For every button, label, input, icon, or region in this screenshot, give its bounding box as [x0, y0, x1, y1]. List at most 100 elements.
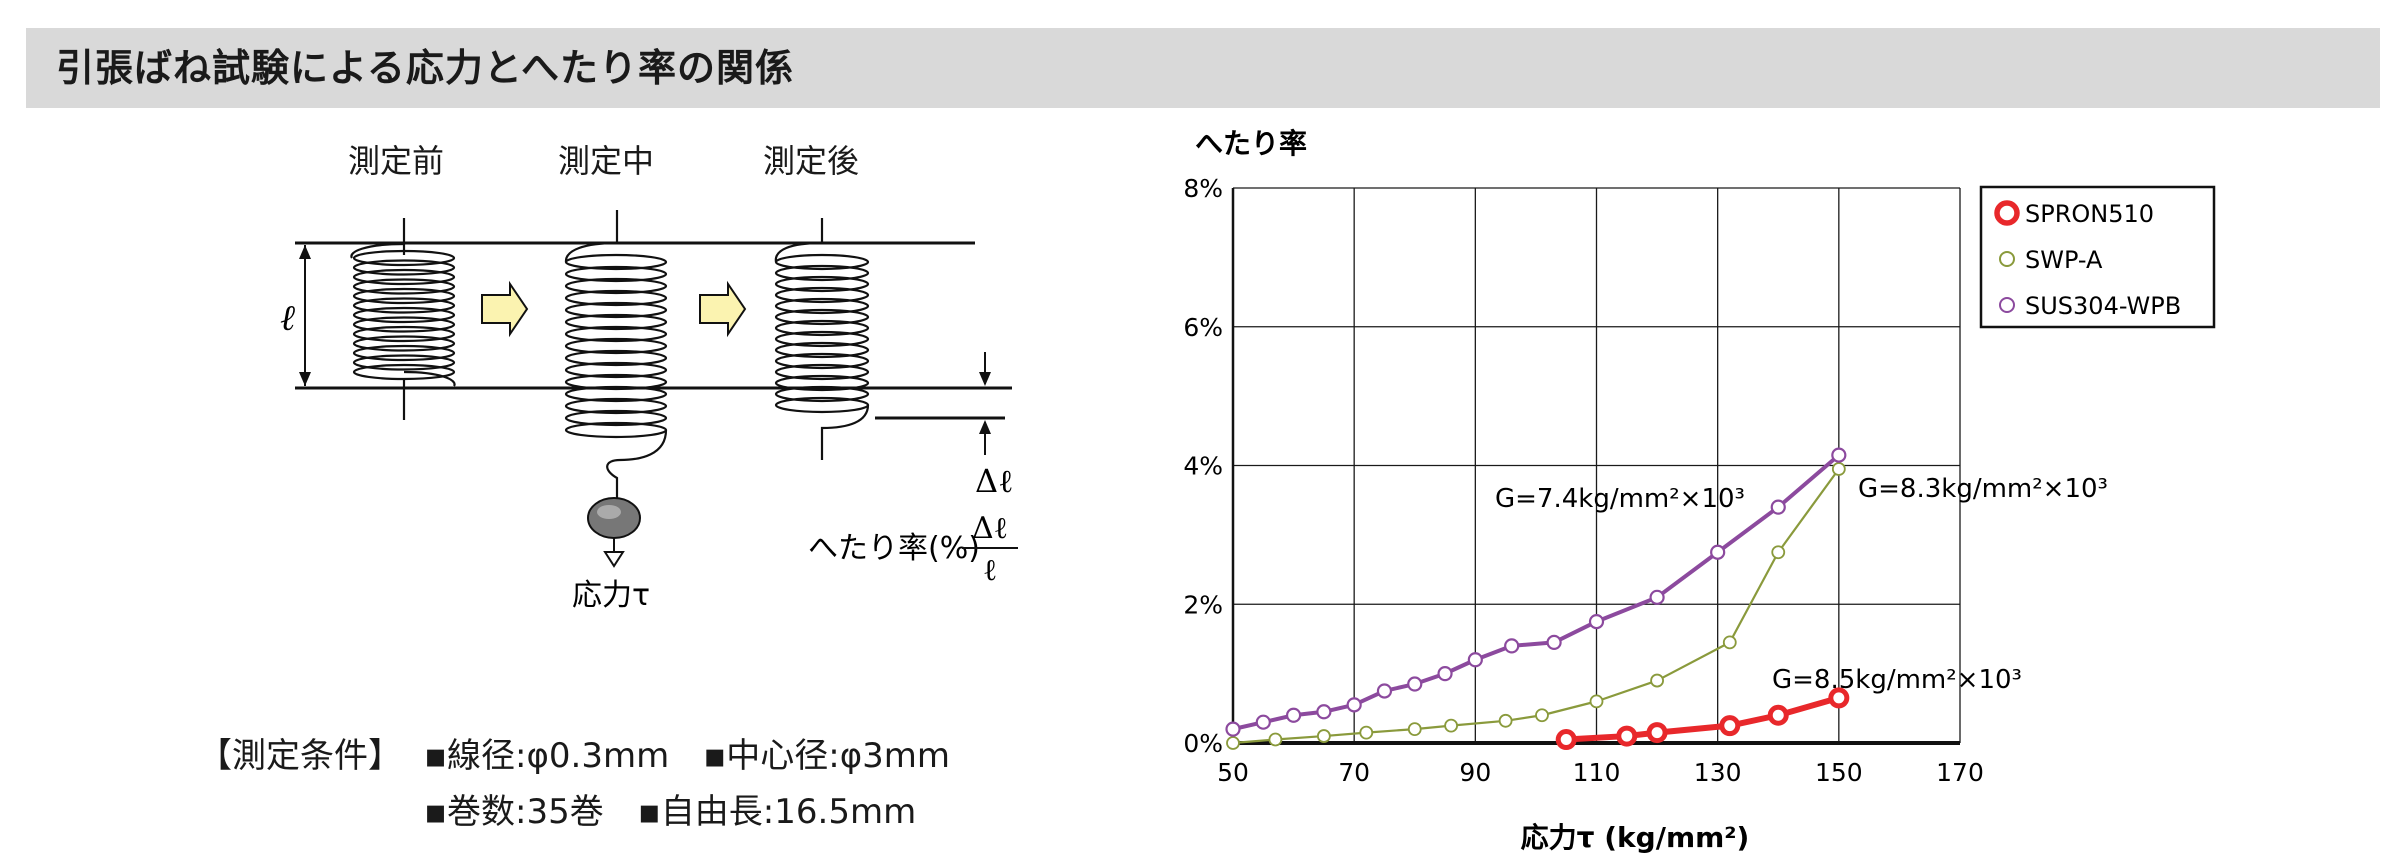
coil-loop [352, 249, 456, 267]
data-point-sus304-wpb [1225, 721, 1241, 737]
data-point-sus304-wpb [1831, 447, 1847, 463]
data-point-sus304-wpb [1346, 697, 1362, 713]
data-point-swp-a [1771, 545, 1786, 560]
coil-loop [352, 335, 456, 352]
y-tick-label: 4% [1183, 452, 1223, 481]
y-tick-label: 8% [1183, 174, 1223, 203]
coil-loop [774, 264, 870, 282]
coil-loop [564, 301, 668, 319]
coil-loop [564, 265, 668, 283]
coil-loop [352, 325, 456, 343]
data-point-sus304-wpb [1407, 676, 1423, 692]
data-point-swp-a [1359, 725, 1374, 740]
x-tick-label: 170 [1936, 758, 1984, 787]
formula-prefix: へたり率(%) [808, 531, 980, 566]
data-point-swp-a [1316, 729, 1331, 743]
data-point-sus304-wpb [1255, 714, 1271, 730]
chart-legend: SPRON510 SWP-A SUS304-WPB [1979, 185, 2216, 329]
coil-loop [774, 286, 870, 304]
data-point-sus304-wpb [1546, 634, 1562, 651]
data-point-swp-a [1268, 732, 1283, 747]
x-tick-label: 90 [1459, 758, 1491, 787]
delta-label: Δℓ [975, 462, 1013, 500]
x-tick-label: 50 [1217, 758, 1249, 787]
coil-loop [774, 363, 870, 381]
data-point-sus304-wpb [1376, 683, 1393, 699]
conditions-line-2: ▪巻数:35巻 ▪自由長:16.5mm [424, 792, 917, 832]
data-point-swp-a [1498, 713, 1513, 728]
arrow-right-icon [481, 280, 529, 338]
annotation-sus304: G=7.4kg/mm²×10³ [1495, 484, 1745, 514]
data-point-spron510 [1646, 722, 1668, 744]
coil-loop [352, 278, 456, 295]
data-point-sus304-wpb [1316, 704, 1332, 720]
coil-loop [352, 297, 456, 314]
coil-loop [352, 268, 456, 286]
y-axis-label: へたり率 [1195, 127, 1307, 160]
coil-loop [564, 325, 668, 343]
coil-loop [774, 330, 870, 348]
y-tick-label: 2% [1183, 590, 1223, 619]
arrow-down-icon [299, 372, 311, 386]
coil-loop [352, 306, 456, 324]
data-point-sus304-wpb [1588, 613, 1605, 630]
coil-loop [774, 275, 870, 293]
legend-marker [1999, 251, 2015, 267]
data-point-swp-a [1444, 718, 1459, 733]
data-point-sus304-wpb [1649, 589, 1665, 605]
data-point-swp-a [1535, 708, 1549, 723]
data-point-sus304-wpb [1504, 638, 1520, 654]
x-tick-label: 130 [1694, 758, 1742, 787]
legend-label: SWP-A [2025, 246, 2103, 274]
coil-loop [564, 373, 668, 391]
legend-label: SPRON510 [2025, 200, 2154, 228]
coil-loop [564, 409, 668, 427]
spring-during-coils [564, 253, 668, 439]
coil-loop [352, 354, 456, 371]
page-title: 引張ばね試験による応力とへたり率の関係 [56, 46, 794, 90]
data-point-spron510 [1767, 704, 1789, 726]
length-label: ℓ [280, 298, 295, 339]
data-point-sus304-wpb [1285, 707, 1302, 723]
y-tick-label: 0% [1183, 729, 1223, 758]
coil-loop [774, 319, 870, 337]
coil-loop [352, 316, 456, 333]
coil-loop [774, 385, 870, 403]
legend-marker [1999, 297, 2015, 313]
title-bar: 引張ばね試験による応力とへたり率の関係 [26, 28, 2380, 108]
spring-during [564, 210, 668, 500]
data-point-swp-a [1650, 673, 1664, 688]
data-point-sus304-wpb [1467, 652, 1483, 668]
coil-loop [564, 421, 668, 439]
legend-marker [1994, 200, 2020, 226]
formula-denominator: ℓ [983, 553, 997, 588]
chart-grid: 50 70 90 110 130 150 170 0% 2% 4% 6% 8% [1183, 174, 1984, 787]
stage-label-during: 測定中 [558, 142, 655, 180]
coil-loop [352, 344, 456, 362]
arrow-down-icon [979, 372, 991, 386]
arrow-up-icon [299, 245, 311, 259]
legend-label: SUS304-WPB [2025, 292, 2181, 320]
data-point-sus304-wpb [1437, 666, 1453, 682]
x-tick-label: 110 [1573, 758, 1621, 787]
coil-loop [564, 313, 668, 331]
data-point-sus304-wpb [1770, 499, 1786, 515]
conditions-line-1: ▪線径:φ0.3mm ▪中心径:φ3mm [424, 736, 951, 776]
coil-loop [564, 385, 668, 403]
coil-loop [352, 287, 456, 305]
coil-loop [564, 397, 668, 415]
coil-loop [774, 253, 870, 271]
coil-loop [564, 337, 668, 355]
data-point-swp-a [1226, 736, 1240, 750]
data-point-spron510 [1555, 729, 1577, 751]
chart-series [1225, 447, 1850, 751]
stage-label-after: 測定後 [763, 142, 860, 180]
spring-after-coils [774, 253, 870, 414]
data-point-swp-a [1831, 462, 1846, 476]
data-point-swp-a [1589, 694, 1604, 709]
series-line-sus304-wpb [1232, 453, 1841, 732]
stress-sag-chart: 50 70 90 110 130 150 170 0% 2% 4% 6% 8% へたり率 応力τ (k… [1183, 127, 2216, 854]
coil-loop [352, 259, 456, 276]
coil-loop [774, 374, 870, 392]
x-axis-label: 応力τ (kg/mm²) [1521, 821, 1750, 854]
